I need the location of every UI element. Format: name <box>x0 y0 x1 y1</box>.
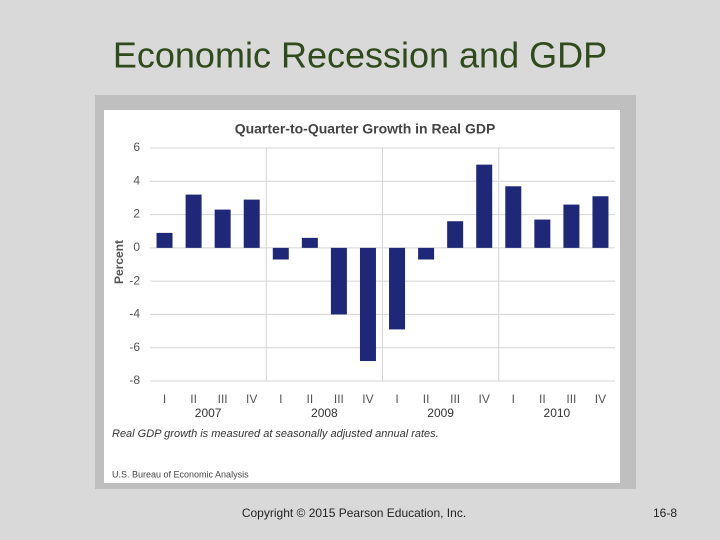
y-tick-label: 6 <box>133 140 140 154</box>
x-tick-label: I <box>395 392 398 406</box>
bar <box>185 194 202 248</box>
x-tick-label: III <box>566 392 576 406</box>
y-tick-label: -8 <box>129 373 140 387</box>
bar <box>447 221 464 248</box>
bar <box>243 199 260 248</box>
year-label: 2007 <box>195 406 222 420</box>
slide-title: Economic Recession and GDP <box>113 35 607 76</box>
x-tick-label: I <box>163 392 166 406</box>
year-label: 2010 <box>544 406 571 420</box>
bar <box>301 237 318 248</box>
bar <box>592 196 609 248</box>
bar <box>389 247 406 330</box>
copyright: Copyright © 2015 Pearson Education, Inc. <box>242 506 466 520</box>
bar <box>476 164 493 248</box>
y-tick-label: -2 <box>129 273 140 287</box>
bar <box>505 186 522 248</box>
chart-note: Real GDP growth is measured at seasonall… <box>112 428 439 440</box>
x-tick-label: IV <box>479 392 490 406</box>
bar <box>214 209 231 248</box>
y-tick-label: -6 <box>129 340 140 354</box>
x-tick-label: IV <box>246 392 257 406</box>
y-axis-label: Percent <box>112 240 126 284</box>
x-tick-label: II <box>423 392 430 406</box>
y-tick-label: 2 <box>133 207 140 221</box>
x-tick-label: IV <box>595 392 606 406</box>
x-tick-label: III <box>218 392 228 406</box>
x-tick-label: I <box>512 392 515 406</box>
bar <box>563 204 580 248</box>
bar <box>272 247 289 260</box>
chart-title: Quarter-to-Quarter Growth in Real GDP <box>235 121 496 137</box>
bar <box>418 247 435 260</box>
y-tick-label: -4 <box>129 307 140 321</box>
x-tick-label: II <box>190 392 197 406</box>
x-tick-label: III <box>334 392 344 406</box>
page-number: 16-8 <box>653 506 677 520</box>
x-tick-label: III <box>450 392 460 406</box>
x-tick-label: II <box>307 392 314 406</box>
bar <box>156 232 173 248</box>
bar <box>534 219 551 248</box>
y-tick-label: 4 <box>133 173 140 187</box>
x-tick-label: II <box>539 392 546 406</box>
bar <box>359 247 376 362</box>
x-tick-label: I <box>279 392 282 406</box>
x-tick-label: IV <box>362 392 373 406</box>
chart-source: U.S. Bureau of Economic Analysis <box>112 469 249 479</box>
year-label: 2009 <box>427 406 454 420</box>
y-tick-label: 0 <box>133 240 140 254</box>
bar <box>330 247 347 315</box>
year-label: 2008 <box>311 406 338 420</box>
